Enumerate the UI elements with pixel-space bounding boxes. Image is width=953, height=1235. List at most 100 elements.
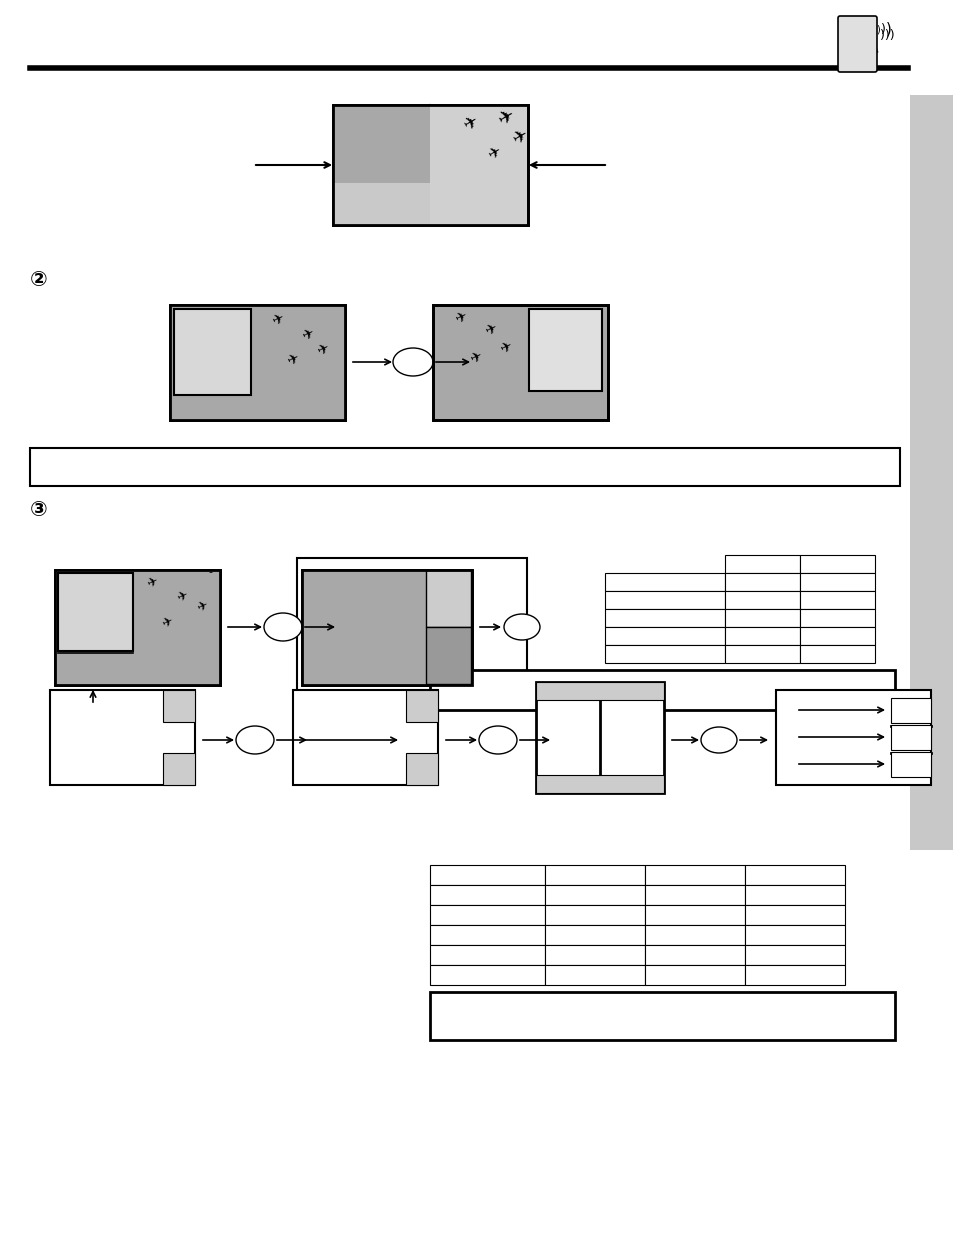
Text: ✈: ✈: [459, 111, 480, 135]
Bar: [604, 609, 724, 627]
Bar: [333, 183, 430, 225]
Bar: [644, 905, 744, 925]
Bar: [744, 925, 844, 945]
Bar: [430, 671, 894, 710]
Text: ③: ③: [30, 500, 48, 520]
Bar: [744, 864, 844, 885]
Ellipse shape: [235, 726, 274, 755]
Bar: [55, 571, 220, 685]
Text: ✈: ✈: [453, 309, 469, 326]
Bar: [430, 965, 544, 986]
Bar: [333, 105, 527, 225]
Bar: [800, 592, 874, 609]
Bar: [800, 555, 874, 573]
Bar: [724, 609, 800, 627]
Bar: [644, 864, 744, 885]
Bar: [800, 627, 874, 645]
Bar: [536, 776, 663, 793]
Bar: [302, 571, 426, 685]
Text: ✈: ✈: [497, 338, 514, 356]
Bar: [296, 558, 526, 697]
Bar: [544, 965, 644, 986]
Text: ✈: ✈: [484, 143, 503, 163]
Bar: [644, 965, 744, 986]
Bar: [800, 645, 874, 663]
Bar: [890, 752, 930, 777]
Bar: [724, 627, 800, 645]
Bar: [724, 645, 800, 663]
Bar: [544, 905, 644, 925]
Bar: [775, 690, 930, 785]
Text: ✈: ✈: [510, 126, 532, 149]
Bar: [644, 885, 744, 905]
Bar: [644, 925, 744, 945]
Bar: [55, 571, 220, 685]
Bar: [430, 945, 544, 965]
Text: ✈: ✈: [270, 310, 286, 329]
Bar: [430, 992, 894, 1040]
Bar: [724, 592, 800, 609]
Bar: [173, 309, 251, 395]
Bar: [744, 885, 844, 905]
Bar: [433, 305, 607, 420]
Text: ✈: ✈: [299, 325, 316, 343]
Text: ✈: ✈: [145, 574, 160, 592]
Text: ②: ②: [30, 270, 48, 290]
Bar: [800, 609, 874, 627]
Bar: [302, 571, 472, 685]
Ellipse shape: [264, 613, 302, 641]
Text: ✈: ✈: [160, 615, 174, 631]
Bar: [430, 864, 544, 885]
Text: ✈: ✈: [468, 348, 484, 366]
Bar: [170, 305, 345, 420]
Bar: [604, 573, 724, 592]
FancyBboxPatch shape: [837, 16, 876, 72]
Text: ✈: ✈: [314, 341, 331, 358]
Bar: [604, 627, 724, 645]
Ellipse shape: [503, 614, 539, 640]
Bar: [604, 645, 724, 663]
Bar: [724, 573, 800, 592]
Bar: [58, 573, 132, 651]
Text: ✈: ✈: [482, 320, 499, 338]
Bar: [170, 305, 345, 420]
Text: ✈: ✈: [285, 351, 301, 368]
Bar: [890, 698, 930, 722]
Bar: [163, 753, 194, 785]
Bar: [800, 573, 874, 592]
Bar: [333, 105, 430, 225]
Text: ): ): [875, 25, 879, 35]
Text: ✈: ✈: [495, 105, 518, 128]
Bar: [293, 690, 437, 785]
Bar: [433, 305, 607, 420]
Bar: [55, 571, 220, 685]
Bar: [724, 555, 800, 573]
Bar: [426, 571, 471, 627]
Bar: [536, 682, 663, 700]
Bar: [529, 309, 601, 391]
Bar: [544, 945, 644, 965]
Bar: [430, 105, 526, 225]
Bar: [909, 95, 953, 850]
Text: ): ): [880, 23, 885, 36]
Text: ): ): [885, 21, 891, 36]
Bar: [744, 905, 844, 925]
Text: ⊟: ⊟: [853, 33, 881, 63]
Bar: [333, 105, 527, 225]
Bar: [744, 965, 844, 986]
Bar: [544, 864, 644, 885]
Text: ))): ))): [879, 28, 898, 42]
Bar: [170, 305, 345, 420]
Bar: [430, 905, 544, 925]
Bar: [163, 690, 194, 722]
Bar: [50, 690, 194, 785]
Bar: [544, 885, 644, 905]
Bar: [544, 925, 644, 945]
Bar: [426, 627, 471, 684]
Bar: [744, 945, 844, 965]
Bar: [430, 885, 544, 905]
Bar: [604, 592, 724, 609]
Bar: [302, 571, 472, 685]
Text: ✈: ✈: [194, 599, 210, 615]
Text: -: -: [208, 567, 212, 577]
